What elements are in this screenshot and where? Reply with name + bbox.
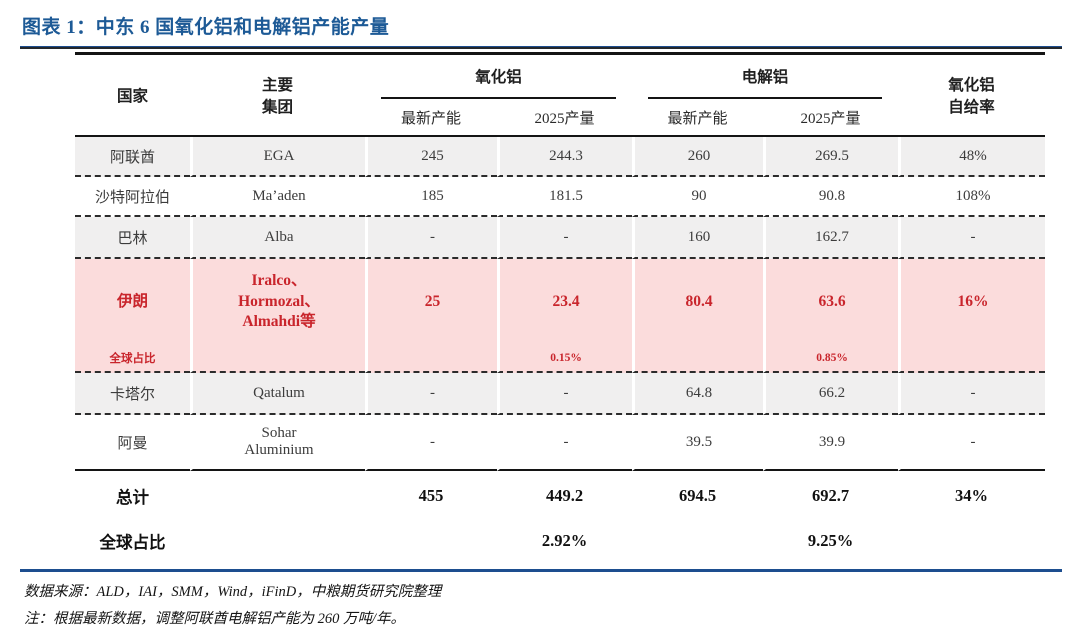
table-row-global-share: 全球占比 2.92% 9.25% — [75, 517, 1045, 565]
cell-country: 阿联酋 — [75, 137, 190, 177]
table-summary: 总计 455 449.2 694.5 692.7 34% 全球占比 2.92% … — [75, 471, 1045, 565]
iran-alumina-global-share: 0.15% — [550, 352, 582, 364]
cell-alumina-production: 181.5 — [497, 177, 633, 217]
cell-electrolytic-capacity: 90 — [632, 177, 764, 217]
cell-group: Ma’aden — [190, 177, 365, 217]
table-body: 阿联酋 EGA 245 244.3 260 269.5 48% 沙特阿拉伯 Ma… — [75, 137, 1046, 471]
cell-self-sufficiency: 16% — [898, 259, 1046, 373]
total-self-sufficiency: 34% — [955, 486, 989, 505]
figure-title: 图表 1：中东 6 国氧化铝和电解铝产能产量 — [22, 17, 390, 38]
global-share-electrolytic-production: 9.25% — [807, 531, 854, 550]
total-electrolytic-capacity: 694.5 — [678, 486, 717, 505]
cell-electrolytic-production: 90.8 — [763, 177, 899, 217]
header-self-sufficiency: 氧化铝 自给率 — [898, 55, 1046, 137]
cell-alumina-production: - — [497, 415, 633, 471]
iran-country-label: 伊朗 — [116, 292, 148, 310]
cell-self-sufficiency: 108% — [898, 177, 1046, 217]
table-row-uae: 阿联酋 EGA 245 244.3 260 269.5 48% — [75, 137, 1046, 177]
header-electrolytic: 电解铝 — [632, 55, 898, 99]
cell-country: 伊朗 全球占比 — [75, 259, 190, 373]
header-electrolytic-latest-capacity: 最新产能 — [632, 99, 764, 137]
data-source-note: 数据来源：ALD，IAI，SMM，Wind，iFinD，中粮期货研究院整理 — [24, 584, 442, 600]
total-label: 总计 — [116, 488, 149, 507]
cell-self-sufficiency: - — [898, 217, 1046, 259]
header-alumina-latest-capacity: 最新产能 — [365, 99, 497, 137]
global-share-alumina-production: 2.92% — [541, 531, 588, 550]
iran-electrolytic-global-share: 0.85% — [816, 352, 848, 364]
cell-self-sufficiency: - — [898, 415, 1046, 471]
cell-alumina-capacity: 185 — [365, 177, 497, 217]
cell-country: 卡塔尔 — [75, 373, 190, 415]
cell-electrolytic-production: 63.6 0.85% — [763, 259, 899, 373]
cell-alumina-production: 244.3 — [497, 137, 633, 177]
cell-alumina-production: 23.4 0.15% — [497, 259, 633, 373]
table-row-iran-highlighted: 伊朗 全球占比 Iralco、 Hormozal、 Almahdi等 25 — [75, 259, 1046, 373]
title-divider — [20, 46, 1062, 49]
cell-alumina-production: - — [497, 373, 633, 415]
cell-group: Sohar Aluminium — [190, 415, 365, 471]
cell-group: EGA — [190, 137, 365, 177]
cell-electrolytic-production: 162.7 — [763, 217, 899, 259]
cell-electrolytic-capacity: 39.5 — [632, 415, 764, 471]
adjustment-note: 注：根据最新数据，调整阿联酋电解铝产能为 260 万吨/年。 — [24, 610, 406, 627]
cell-electrolytic-capacity: 64.8 — [632, 373, 764, 415]
header-electrolytic-2025-production: 2025产量 — [763, 99, 899, 137]
cell-group: Qatalum — [190, 373, 365, 415]
table-row-total: 总计 455 449.2 694.5 692.7 34% — [75, 471, 1045, 517]
table-header: 国家 主要 集团 氧化铝 电解铝 氧化铝 自给率 最新产能 2025产量 最新产… — [75, 55, 1046, 137]
cell-alumina-capacity: 245 — [365, 137, 497, 177]
table-row-qatar: 卡塔尔 Qatalum - - 64.8 66.2 - — [75, 373, 1046, 415]
cell-group: Iralco、 Hormozal、 Almahdi等 — [190, 259, 365, 373]
cell-alumina-capacity: - — [365, 217, 497, 259]
total-electrolytic-production: 692.7 — [811, 486, 850, 505]
cell-alumina-capacity: - — [365, 415, 497, 471]
cell-country: 阿曼 — [75, 415, 190, 471]
header-alumina-label: 氧化铝 — [381, 56, 617, 99]
footer-divider — [20, 569, 1062, 572]
cell-alumina-production: - — [497, 217, 633, 259]
table-row-saudi-arabia: 沙特阿拉伯 Ma’aden 185 181.5 90 90.8 108% — [75, 177, 1046, 217]
iran-group-label: Iralco、 Hormozal、 Almahdi等 — [238, 271, 320, 331]
cell-self-sufficiency: 48% — [898, 137, 1046, 177]
cell-country: 巴林 — [75, 217, 190, 259]
cell-electrolytic-production: 269.5 — [763, 137, 899, 177]
cell-alumina-capacity: 25 — [365, 259, 497, 373]
cell-electrolytic-capacity: 160 — [632, 217, 764, 259]
cell-group: Alba — [190, 217, 365, 259]
global-share-label: 全球占比 — [99, 533, 166, 552]
iran-global-share-label: 全球占比 — [109, 353, 156, 365]
cell-electrolytic-capacity: 80.4 — [632, 259, 764, 373]
total-alumina-production: 449.2 — [545, 486, 584, 505]
cell-electrolytic-production: 39.9 — [763, 415, 899, 471]
cell-self-sufficiency: - — [898, 373, 1046, 415]
footnotes: 数据来源：ALD，IAI，SMM，Wind，iFinD，中粮期货研究院整理 注：… — [24, 579, 1062, 633]
cell-country: 沙特阿拉伯 — [75, 177, 190, 217]
cell-electrolytic-production: 66.2 — [763, 373, 899, 415]
header-electrolytic-label: 电解铝 — [648, 56, 883, 99]
total-alumina-capacity: 455 — [418, 486, 444, 505]
cell-alumina-capacity: - — [365, 373, 497, 415]
table-row-oman: 阿曼 Sohar Aluminium - - 39.5 39.9 - — [75, 415, 1046, 471]
cell-electrolytic-capacity: 260 — [632, 137, 764, 177]
header-alumina: 氧化铝 — [365, 55, 632, 99]
header-country: 国家 — [75, 55, 190, 137]
header-group: 主要 集团 — [190, 55, 365, 137]
header-alumina-2025-production: 2025产量 — [497, 99, 633, 137]
capacity-table: 国家 主要 集团 氧化铝 电解铝 氧化铝 自给率 最新产能 2025产量 最新产… — [75, 52, 1046, 565]
table-row-bahrain: 巴林 Alba - - 160 162.7 - — [75, 217, 1046, 259]
